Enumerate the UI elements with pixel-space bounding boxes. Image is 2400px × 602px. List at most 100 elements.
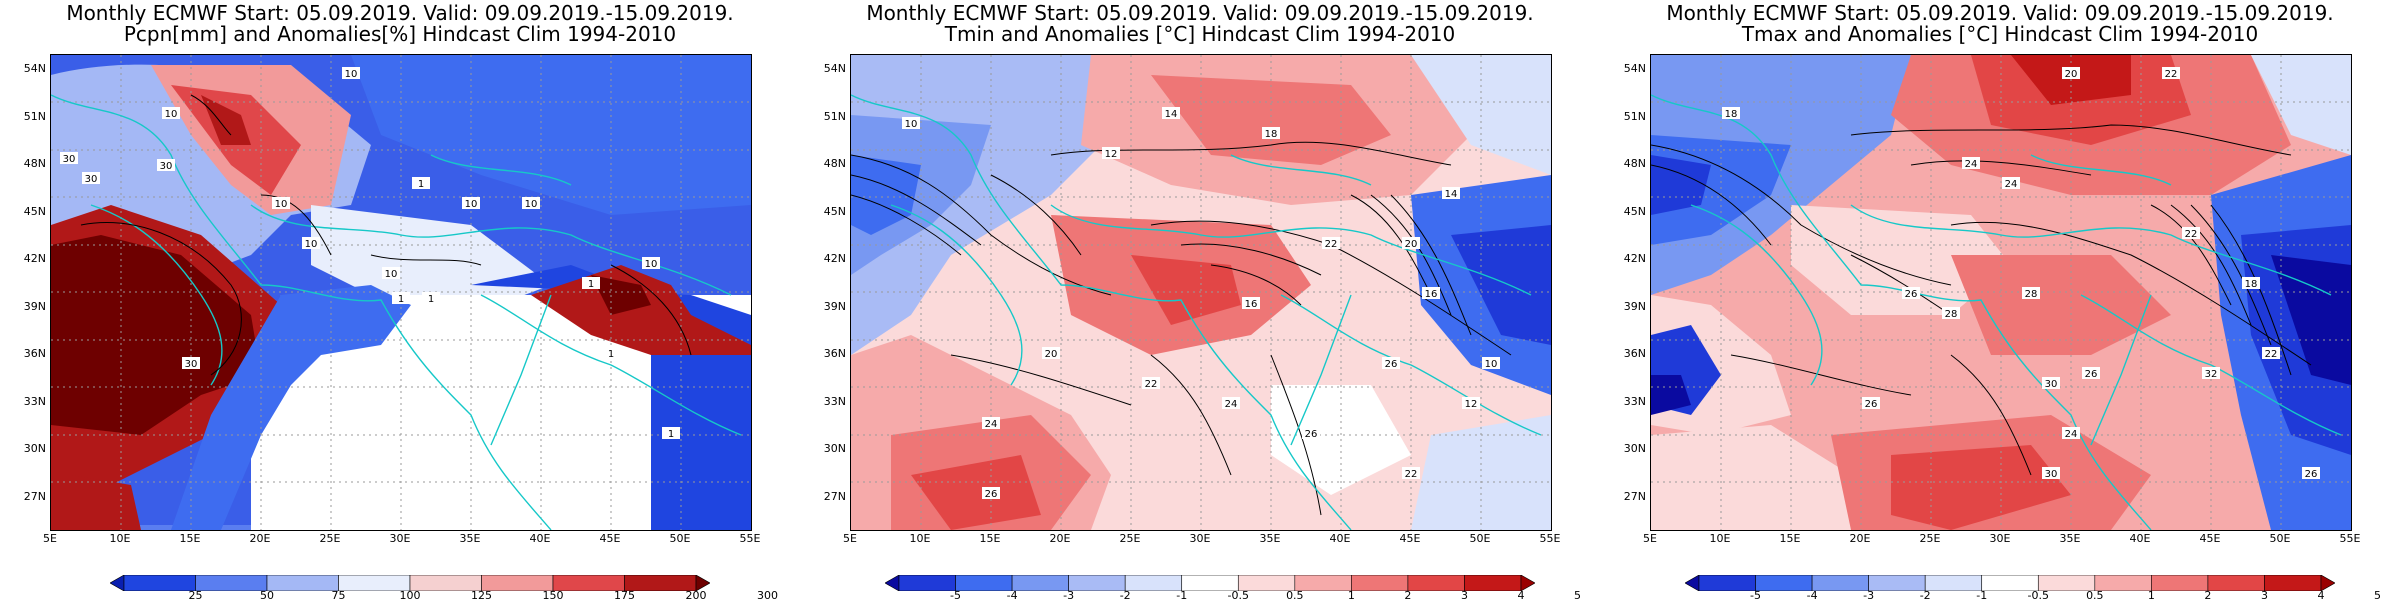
lat-label: 42N xyxy=(1623,252,1646,265)
contour-label: 22 xyxy=(2182,227,2200,240)
contour-label: 28 xyxy=(2022,287,2040,300)
contour-label: 10 xyxy=(342,67,360,80)
svg-text:12: 12 xyxy=(1105,149,1118,160)
svg-text:20: 20 xyxy=(1405,239,1418,250)
colorbar-label: -3 xyxy=(1863,589,1875,602)
lon-label: 25E xyxy=(1119,532,1141,545)
lat-label: 36N xyxy=(23,347,46,360)
lon-label: 50E xyxy=(669,532,691,545)
lat-label: 54N xyxy=(1623,62,1646,75)
contour-label: 26 xyxy=(2302,467,2320,480)
contour-label: 10 xyxy=(902,117,920,130)
lon-label: 55E xyxy=(739,532,761,545)
contour-label: 18 xyxy=(1262,127,1280,140)
lon-label: 25E xyxy=(1919,532,1941,545)
colorbar-arrow-high xyxy=(1520,575,1535,591)
colorbar-label: 25 xyxy=(188,589,203,602)
precipitation-map-graphic: 30 30 30 10 10 10 10 10 1 1 1 10 10 30 1 1 10 1 xyxy=(51,55,751,530)
lat-label: 27N xyxy=(1623,490,1646,503)
svg-text:1: 1 xyxy=(398,294,404,305)
lon-label: 15E xyxy=(979,532,1001,545)
lon-label: 20E xyxy=(249,532,271,545)
lon-label: 40E xyxy=(1329,532,1351,545)
contour-label: 1 xyxy=(582,277,600,290)
colorbar-label: -4 xyxy=(1806,589,1818,602)
svg-text:1: 1 xyxy=(668,429,674,440)
contour-label: 24 xyxy=(1222,397,1240,410)
svg-text:10: 10 xyxy=(385,269,398,280)
colorbar-label: 2 xyxy=(1404,589,1412,602)
contour-label: 10 xyxy=(522,197,540,210)
colorbar-label: 2 xyxy=(2204,589,2212,602)
colorbar-label: -5 xyxy=(950,589,962,602)
colorbar-label: 200 xyxy=(685,589,707,602)
contour-label: 10 xyxy=(272,197,290,210)
lon-label: 10E xyxy=(909,532,931,545)
svg-text:26: 26 xyxy=(1305,429,1318,440)
lon-label: 55E xyxy=(2339,532,2361,545)
lon-label: 35E xyxy=(2059,532,2081,545)
contour-label: 24 xyxy=(1962,157,1980,170)
svg-text:22: 22 xyxy=(1145,379,1158,390)
lat-label: 30N xyxy=(823,442,846,455)
contour-label: 10 xyxy=(1482,357,1500,370)
svg-text:30: 30 xyxy=(2045,379,2058,390)
contour-label: 26 xyxy=(982,487,1000,500)
colorbar-label: -5 xyxy=(1750,589,1762,602)
svg-text:1: 1 xyxy=(428,294,434,305)
svg-text:26: 26 xyxy=(985,489,998,500)
colorbar xyxy=(110,575,710,591)
svg-text:1: 1 xyxy=(588,279,594,290)
lon-label: 35E xyxy=(459,532,481,545)
contour-label: 30 xyxy=(182,357,200,370)
svg-text:22: 22 xyxy=(1325,239,1338,250)
contour-label: 1 xyxy=(422,292,440,305)
panel-tmin: Monthly ECMWF Start: 05.09.2019. Valid: … xyxy=(800,0,1600,602)
tmax-map-graphic: 20 22 18 24 24 22 26 28 30 28 26 24 18 22 26 30 32 26 xyxy=(1651,55,2351,530)
tmin-map-graphic: 10 12 14 18 22 26 24 26 20 16 14 10 12 16 20 22 24 26 22 xyxy=(851,55,1551,530)
lat-label: 51N xyxy=(23,110,46,123)
colorbar-label: 0.5 xyxy=(2086,589,2104,602)
contour-label: 28 xyxy=(1942,307,1960,320)
lat-label: 45N xyxy=(823,205,846,218)
svg-text:16: 16 xyxy=(1245,299,1258,310)
lon-label: 20E xyxy=(1849,532,1871,545)
colorbar-label: 4 xyxy=(2317,589,2325,602)
contour-label: 30 xyxy=(157,159,175,172)
lon-label: 50E xyxy=(2269,532,2291,545)
contour-label: 20 xyxy=(1402,237,1420,250)
contour-label: 26 xyxy=(1862,397,1880,410)
svg-text:24: 24 xyxy=(2065,429,2078,440)
lon-label: 30E xyxy=(389,532,411,545)
svg-text:20: 20 xyxy=(2065,69,2078,80)
lon-label: 20E xyxy=(1049,532,1071,545)
panel-title: Monthly ECMWF Start: 05.09.2019. Valid: … xyxy=(66,1,734,25)
svg-text:30: 30 xyxy=(2045,469,2058,480)
lat-label: 30N xyxy=(23,442,46,455)
contour-label: 20 xyxy=(1042,347,1060,360)
svg-text:24: 24 xyxy=(2005,179,2018,190)
contour-label: 10 xyxy=(302,237,320,250)
colorbar-label: -0.5 xyxy=(1227,589,1249,602)
lat-label: 39N xyxy=(23,300,46,313)
colorbar-arrow-low xyxy=(885,575,900,591)
tmax-map: 20 22 18 24 24 22 26 28 30 28 26 24 18 22 26 30 32 26 xyxy=(1650,54,2352,531)
precipitation-map: 30 30 30 10 10 10 10 10 1 1 1 10 10 30 1 1 10 1 xyxy=(50,54,752,531)
svg-text:22: 22 xyxy=(2185,229,2198,240)
contour-label: 10 xyxy=(382,267,400,280)
lon-label: 10E xyxy=(109,532,131,545)
contour-label: 22 xyxy=(2162,67,2180,80)
colorbar-label: 5 xyxy=(2374,589,2382,602)
svg-text:30: 30 xyxy=(85,174,98,185)
svg-text:26: 26 xyxy=(1905,289,1918,300)
contour-label: 16 xyxy=(1422,287,1440,300)
contour-label: 14 xyxy=(1442,187,1460,200)
contour-label: 30 xyxy=(2042,467,2060,480)
lat-label: 45N xyxy=(1623,205,1646,218)
contour-label: 26 xyxy=(1902,287,1920,300)
svg-text:18: 18 xyxy=(1265,129,1278,140)
contour-label: 10 xyxy=(462,197,480,210)
contour-label: 18 xyxy=(1722,107,1740,120)
contour-label: 32 xyxy=(2202,367,2220,380)
lon-label: 5E xyxy=(843,532,857,545)
